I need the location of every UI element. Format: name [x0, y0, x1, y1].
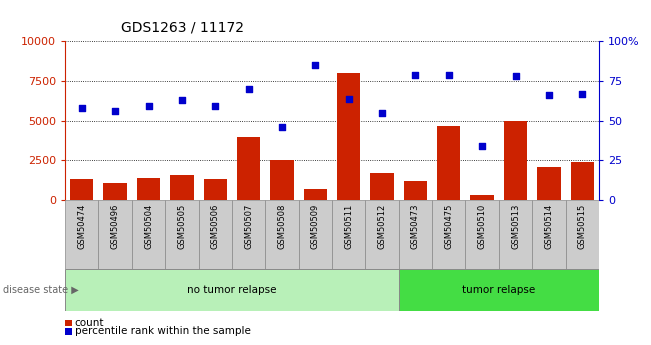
- Point: [243, 86, 254, 92]
- Point: [310, 62, 320, 68]
- Bar: [70, 179, 94, 200]
- Text: GSM50475: GSM50475: [444, 204, 453, 249]
- Bar: [337, 73, 361, 200]
- Text: GSM50513: GSM50513: [511, 204, 520, 249]
- Point: [477, 144, 488, 149]
- Bar: [199, 200, 232, 269]
- Bar: [504, 121, 527, 200]
- Bar: [270, 160, 294, 200]
- Text: GSM50505: GSM50505: [177, 204, 186, 249]
- Text: GSM50512: GSM50512: [378, 204, 387, 249]
- Text: GSM50504: GSM50504: [144, 204, 153, 249]
- Point: [544, 92, 554, 98]
- Text: GSM50514: GSM50514: [544, 204, 553, 249]
- Point: [110, 108, 120, 114]
- Point: [176, 97, 187, 103]
- Point: [377, 110, 387, 116]
- Text: GSM50507: GSM50507: [244, 204, 253, 249]
- Text: percentile rank within the sample: percentile rank within the sample: [75, 326, 251, 336]
- Bar: [98, 200, 132, 269]
- Text: GDS1263 / 11172: GDS1263 / 11172: [121, 20, 243, 34]
- Point: [277, 124, 287, 130]
- Bar: [404, 181, 427, 200]
- Text: count: count: [75, 318, 104, 328]
- Text: disease state ▶: disease state ▶: [3, 285, 79, 295]
- Text: tumor relapse: tumor relapse: [462, 285, 536, 295]
- Bar: [65, 200, 98, 269]
- Text: GSM50506: GSM50506: [211, 204, 220, 249]
- Bar: [499, 200, 533, 269]
- Bar: [132, 200, 165, 269]
- Point: [443, 72, 454, 78]
- Point: [344, 96, 354, 101]
- Bar: [165, 200, 199, 269]
- Bar: [170, 175, 193, 200]
- Bar: [365, 200, 398, 269]
- Bar: [471, 195, 494, 200]
- Text: GSM50511: GSM50511: [344, 204, 353, 249]
- Text: GSM50474: GSM50474: [77, 204, 87, 249]
- Bar: [303, 189, 327, 200]
- Text: GSM50515: GSM50515: [577, 204, 587, 249]
- Bar: [104, 183, 127, 200]
- Bar: [204, 179, 227, 200]
- Point: [577, 91, 587, 97]
- Bar: [465, 200, 499, 269]
- Bar: [537, 167, 561, 200]
- Bar: [566, 200, 599, 269]
- Bar: [399, 200, 432, 269]
- Text: GSM50496: GSM50496: [111, 204, 120, 249]
- Bar: [65, 269, 399, 310]
- Bar: [232, 200, 266, 269]
- Bar: [332, 200, 365, 269]
- Point: [143, 104, 154, 109]
- Bar: [437, 126, 460, 200]
- Text: no tumor relapse: no tumor relapse: [187, 285, 277, 295]
- Bar: [432, 200, 465, 269]
- Point: [410, 72, 421, 78]
- Text: GSM50508: GSM50508: [277, 204, 286, 249]
- Text: GSM50473: GSM50473: [411, 204, 420, 249]
- Bar: [266, 200, 299, 269]
- Text: GSM50510: GSM50510: [478, 204, 487, 249]
- Text: GSM50509: GSM50509: [311, 204, 320, 249]
- Bar: [137, 178, 160, 200]
- Bar: [370, 173, 394, 200]
- Bar: [237, 137, 260, 200]
- Bar: [570, 162, 594, 200]
- Bar: [399, 269, 599, 310]
- Point: [510, 73, 521, 79]
- Bar: [533, 200, 566, 269]
- Point: [210, 104, 221, 109]
- Bar: [299, 200, 332, 269]
- Point: [77, 105, 87, 111]
